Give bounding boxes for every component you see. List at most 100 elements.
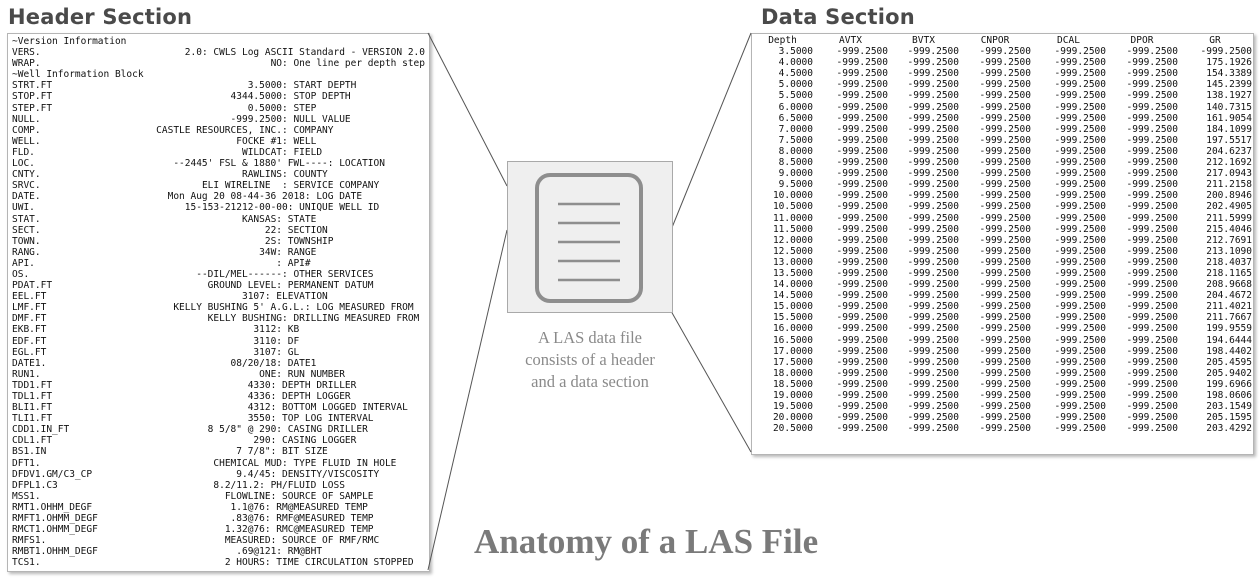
table-cell: -999.2500 — [836, 423, 888, 435]
header-line: RMFS1. MEASURED: SOURCE OF RMF/RMC — [12, 535, 425, 546]
table-cell: -999.2500 — [1054, 323, 1106, 335]
table-cell: -999.2500 — [836, 367, 888, 379]
table-cell: 217.0943 — [1206, 168, 1252, 180]
header-line: RANG. 34W: RANGE — [12, 247, 425, 258]
table-row: 13.0000 -999.2500 -999.2500 -999.2500 -999.2… — [752, 257, 1252, 268]
header-line-value: 22: SECTION — [264, 224, 425, 236]
table-cell: -999.2500 — [979, 378, 1031, 390]
header-line-key: STEP.FT — [12, 102, 53, 114]
table-cell: -999.2500 — [979, 134, 1031, 146]
table-cell: -999.2500 — [1126, 267, 1178, 279]
table-cell: -999.2500 — [1054, 412, 1106, 424]
header-line: RUN1. ONE: RUN NUMBER — [12, 369, 425, 380]
header-line: BS1.IN 7 7/8": BIT SIZE — [12, 446, 425, 457]
header-line-key: RANG. — [12, 246, 41, 258]
table-cell: -999.2500 — [907, 279, 959, 291]
table-row: 7.5000 -999.2500 -999.2500 -999.2500 -999.25… — [752, 135, 1252, 146]
table-cell: -999.2500 — [836, 245, 888, 257]
header-line-key: PDAT.FT — [12, 280, 53, 292]
header-line-key: DFPL1.C3 — [12, 479, 58, 491]
table-cell: -999.2500 — [979, 267, 1031, 279]
header-line-value: 3110: DF — [253, 335, 425, 347]
table-row: 19.5000 -999.2500 -999.2500 -999.2500 -999.2… — [752, 401, 1252, 412]
table-cell: -999.2500 — [1126, 90, 1178, 102]
header-line-key: UWI. — [12, 202, 35, 214]
header-line-value: 7 7/8": BIT SIZE — [236, 446, 425, 458]
header-line-value: 2S: TOWNSHIP — [264, 235, 425, 247]
table-cell: -999.2500 — [836, 267, 888, 279]
header-line-value: 3107: ELEVATION — [241, 291, 425, 303]
table-cell: 194.6444 — [1206, 334, 1252, 346]
header-line: DFT1. CHEMICAL MUD: TYPE FLUID IN HOLE — [12, 458, 425, 469]
table-cell: 208.9668 — [1206, 279, 1252, 291]
table-cell: -999.2500 — [1054, 390, 1106, 401]
table-cell: -999.2500 — [907, 190, 959, 202]
table-cell: -999.2500 — [1126, 323, 1178, 335]
table-header-row: Depth AVTX BVTX CNPOR DCAL DPOR GR — [752, 35, 1252, 46]
table-cell: -999.2500 — [979, 345, 1031, 357]
table-cell: 18.5000 — [772, 378, 813, 390]
table-cell: 205.9402 — [1206, 367, 1252, 379]
header-line-value: ELI WIRELINE : SERVICE COMPANY — [201, 180, 425, 192]
table-cell: -999.2500 — [907, 390, 959, 401]
table-cell: -999.2500 — [979, 223, 1031, 235]
table-row: 9.5000 -999.2500 -999.2500 -999.2500 -999.25… — [752, 179, 1252, 190]
table-cell: 211.7667 — [1206, 312, 1252, 324]
table-cell: -999.2500 — [836, 101, 888, 113]
header-line-value: 1.32@76: RMC@MEASURED TEMP — [224, 524, 425, 536]
header-line-key: STRT.FT — [12, 80, 53, 92]
header-section-panel: ~Version Information VERS. 2.0: CWLS Log A… — [7, 33, 430, 572]
table-cell: -999.2500 — [1126, 201, 1178, 213]
table-cell: -999.2500 — [907, 290, 959, 302]
table-cell: -999.2500 — [1126, 101, 1178, 113]
table-cell: -999.2500 — [907, 312, 959, 324]
table-row: 15.5000 -999.2500 -999.2500 -999.2500 -999.2… — [752, 312, 1252, 323]
header-line: CDL1.FT 290: CASING LOGGER — [12, 435, 425, 446]
header-line-key: WELL. — [12, 135, 41, 147]
table-cell: -999.2500 — [907, 168, 959, 180]
table-cell: -999.2500 — [979, 234, 1031, 246]
table-cell: -999.2500 — [1054, 223, 1106, 235]
table-cell: 6.0000 — [778, 101, 813, 113]
table-cell: -999.2500 — [836, 290, 888, 302]
header-line-value: --2445' FSL & 1880' FWL----: LOCATION — [173, 158, 425, 170]
table-cell: -999.2500 — [1054, 334, 1106, 346]
table-cell: 4.5000 — [778, 68, 813, 80]
table-cell: -999.2500 — [907, 57, 959, 69]
table-cell: -999.2500 — [907, 367, 959, 379]
table-cell: -999.2500 — [907, 256, 959, 268]
data-table: Depth AVTX BVTX CNPOR DCAL DPOR GR 3.5000 -999.… — [752, 35, 1252, 434]
header-line-key: ~Well Information Block — [12, 69, 144, 81]
table-row: 20.5000 -999.2500 -999.2500 -999.2500 -999.2… — [752, 423, 1252, 434]
header-line: STRT.FT 3.5000: START DEPTH — [12, 80, 425, 91]
table-row: 4.0000 -999.2500 -999.2500 -999.2500 -999.25… — [752, 57, 1252, 68]
table-cell: -999.2500 — [979, 401, 1031, 413]
header-line: ~Version Information — [12, 36, 425, 47]
header-line: EKB.FT 3112: KB — [12, 324, 425, 335]
table-cell: -999.2500 — [1126, 234, 1178, 246]
table-cell: -999.2500 — [907, 412, 959, 424]
header-line-value: .83@76: RMF@MEASURED TEMP — [230, 513, 425, 525]
header-line: MSS1. FLOWLINE: SOURCE OF SAMPLE — [12, 491, 425, 502]
table-cell: -999.2500 — [1054, 57, 1106, 69]
caption-line: consists of a header — [525, 350, 655, 369]
table-cell: -999.2500 — [907, 401, 959, 413]
table-cell: -999.2500 — [836, 356, 888, 368]
table-row: 11.0000 -999.2500 -999.2500 -999.2500 -999.2… — [752, 213, 1252, 224]
table-cell: -999.2500 — [907, 301, 959, 313]
header-line: WELL. FOCKE #1: WELL — [12, 136, 425, 147]
main-title: Anatomy of a LAS File — [474, 522, 819, 561]
header-line-value: FOCKE #1: WELL — [236, 135, 425, 147]
header-line-key: MSS1. — [12, 490, 41, 502]
column-header: DPOR — [1130, 35, 1154, 46]
table-cell: -999.2500 — [1054, 68, 1106, 80]
table-cell: -999.2500 — [836, 256, 888, 268]
table-cell: -999.2500 — [836, 378, 888, 390]
table-cell: -999.2500 — [1054, 279, 1106, 291]
header-line-value: GROUND LEVEL: PERMANENT DATUM — [207, 280, 425, 292]
header-line-key: DFDV1.GM/C3_CP — [12, 468, 93, 480]
header-line-key: RMCT1.OHMM_DEGF — [12, 524, 98, 536]
table-cell: -999.2500 — [907, 423, 959, 435]
table-cell: 215.4046 — [1206, 223, 1252, 235]
header-line: DATE1. 08/20/18: DATE1 — [12, 358, 425, 369]
